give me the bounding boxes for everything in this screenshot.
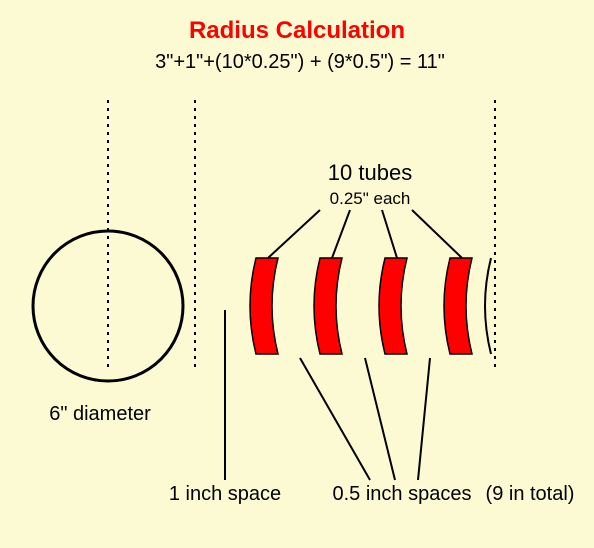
- diameter-label: 6" diameter: [49, 403, 151, 425]
- one-inch-label: 1 inch space: [169, 483, 281, 505]
- formula-text: 3"+1"+(10*0.25") + (9*0.5") = 11": [155, 51, 445, 73]
- half-inch-note: (9 in total): [486, 483, 575, 505]
- tubes-subheader: 0.25" each: [330, 189, 411, 208]
- background: [0, 0, 594, 548]
- diagram-stage: Radius Calculation 3"+1"+(10*0.25") + (9*…: [0, 0, 594, 548]
- half-inch-label: 0.5 inch spaces: [333, 483, 472, 505]
- tubes-header: 10 tubes: [328, 160, 412, 185]
- page-title: Radius Calculation: [189, 17, 405, 44]
